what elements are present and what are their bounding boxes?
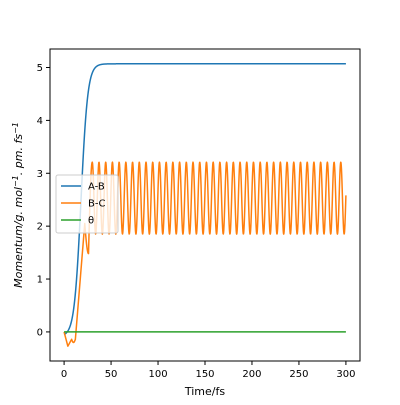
x-tick-label: 300 <box>336 369 355 380</box>
x-tick-label: 100 <box>148 369 167 380</box>
x-tick-label: 50 <box>105 369 118 380</box>
y-tick-label: 1 <box>37 275 43 286</box>
legend-label: B-C <box>88 199 105 210</box>
y-tick-label: 4 <box>37 116 43 127</box>
x-axis: 0 50 100 150 200 250 300 <box>61 361 355 380</box>
legend-label: θ <box>88 216 94 227</box>
legend-box <box>55 174 119 234</box>
x-tick-label: 150 <box>195 369 214 380</box>
y-tick-label: 0 <box>37 327 43 338</box>
x-tick-label: 0 <box>61 369 67 380</box>
y-tick-label: 3 <box>37 169 43 180</box>
y-tick-label: 2 <box>37 222 43 233</box>
series-line-A-B <box>63 63 347 336</box>
y-axis-label: Momentum/g. mol−1. pm. fs−1 <box>11 122 26 288</box>
y-axis: 0 1 2 3 4 5 <box>37 63 50 338</box>
x-tick-label: 200 <box>242 369 261 380</box>
legend-label: A-B <box>88 182 105 193</box>
x-axis-label: Time/fs <box>184 385 225 398</box>
x-tick-label: 250 <box>289 369 308 380</box>
legend: A-B B-C θ <box>55 174 119 234</box>
y-tick-label: 5 <box>37 63 43 74</box>
